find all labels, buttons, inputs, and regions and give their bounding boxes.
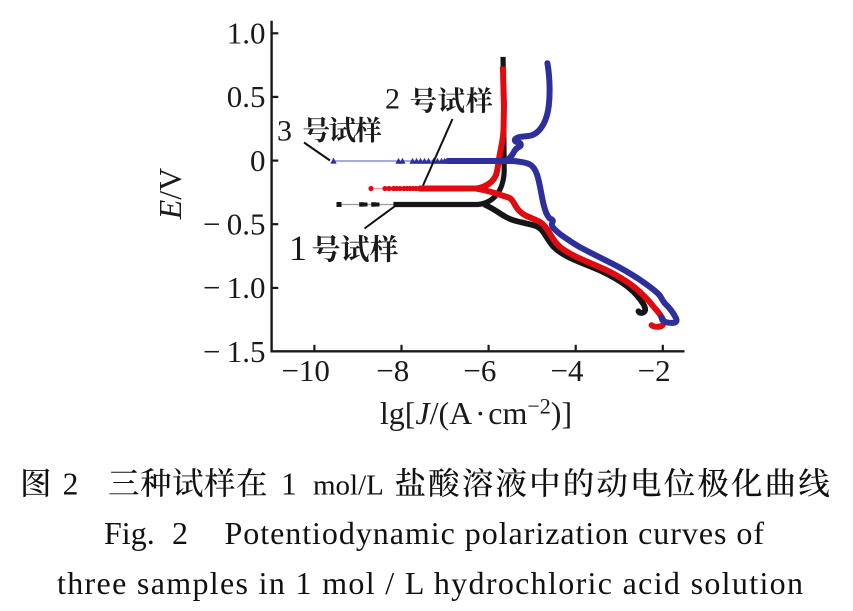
svg-text:0: 0: [250, 143, 266, 178]
svg-text:Potentiodynamic polarization c: Potentiodynamic polarization curves of: [225, 515, 765, 551]
svg-text:3: 3: [277, 115, 292, 148]
svg-text:2: 2: [172, 515, 188, 551]
svg-text:−8: −8: [376, 353, 409, 388]
svg-text:2: 2: [63, 467, 79, 502]
svg-text:E/V: E/V: [152, 168, 188, 221]
svg-text:− 0.5: − 0.5: [203, 207, 265, 242]
svg-text:lg[J/(A · cm−2)]: lg[J/(A · cm−2)]: [380, 394, 572, 432]
svg-text:−4: −4: [551, 353, 584, 388]
svg-text:− 1.5: − 1.5: [203, 334, 265, 369]
svg-text:−10: −10: [281, 353, 329, 388]
svg-text:Fig.: Fig.: [104, 515, 155, 551]
svg-text:1: 1: [289, 228, 307, 268]
svg-text:mol/L: mol/L: [313, 470, 384, 502]
svg-text:0.5: 0.5: [227, 79, 266, 114]
svg-text:2: 2: [385, 83, 400, 116]
svg-text:−6: −6: [463, 353, 496, 388]
svg-text:1: 1: [281, 467, 297, 502]
svg-text:−2: −2: [638, 353, 671, 388]
svg-text:− 1.0: − 1.0: [203, 270, 265, 305]
svg-text:1.0: 1.0: [227, 16, 266, 51]
svg-text:three samples in 1 mol / L hyd: three samples in 1 mol / L hydrochloric …: [57, 565, 803, 601]
